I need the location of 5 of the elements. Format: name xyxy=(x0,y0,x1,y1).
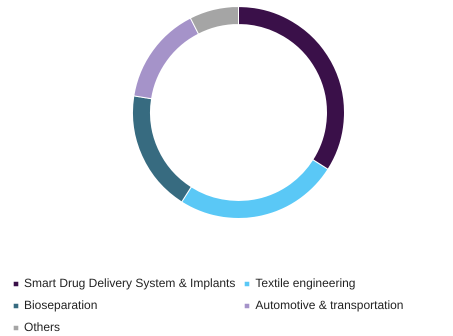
legend-label: Bioseparation xyxy=(24,298,98,312)
legend-label: Automotive & transportation xyxy=(255,298,404,312)
legend-label: Textile engineering xyxy=(255,276,356,290)
legend-label: Others xyxy=(24,320,62,334)
legend-label: Smart Drug Delivery System & Implants xyxy=(24,276,236,290)
